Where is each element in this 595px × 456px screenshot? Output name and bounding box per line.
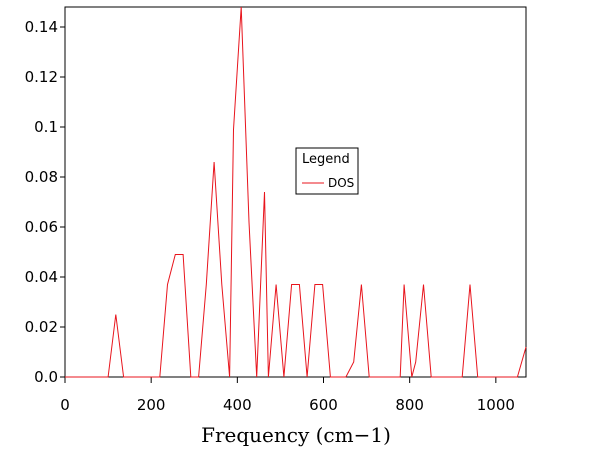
x-axis: 0 200 400 600 800 1000 <box>60 377 515 414</box>
series-line-dos <box>65 6 527 378</box>
y-tick-label: 0.04 <box>25 268 58 286</box>
y-tick-label: 0.0 <box>34 368 58 386</box>
x-tick-label: 800 <box>395 396 424 414</box>
plot-frame <box>64 6 527 378</box>
y-tick-label: 0.12 <box>25 68 58 86</box>
x-axis-title: Frequency (cm−1) <box>201 423 391 447</box>
x-tick-label: 200 <box>137 396 166 414</box>
x-tick-label: 600 <box>309 396 338 414</box>
legend: Legend DOS <box>295 147 359 195</box>
legend-box <box>295 147 359 195</box>
y-tick-label: 0.06 <box>25 218 58 236</box>
x-tick-label: 1000 <box>477 396 515 414</box>
y-axis: 0.0 0.02 0.04 0.06 0.08 0.1 0.12 0.14 <box>25 18 65 386</box>
y-tick-label: 0.08 <box>25 168 58 186</box>
y-tick-label: 0.14 <box>25 18 58 36</box>
x-tick-label: 400 <box>223 396 252 414</box>
y-tick-label: 0.02 <box>25 318 58 336</box>
legend-label-dos: DOS <box>328 176 354 190</box>
y-tick-label: 0.1 <box>34 118 58 136</box>
legend-title: Legend <box>302 152 350 167</box>
x-tick-label: 0 <box>60 396 70 414</box>
